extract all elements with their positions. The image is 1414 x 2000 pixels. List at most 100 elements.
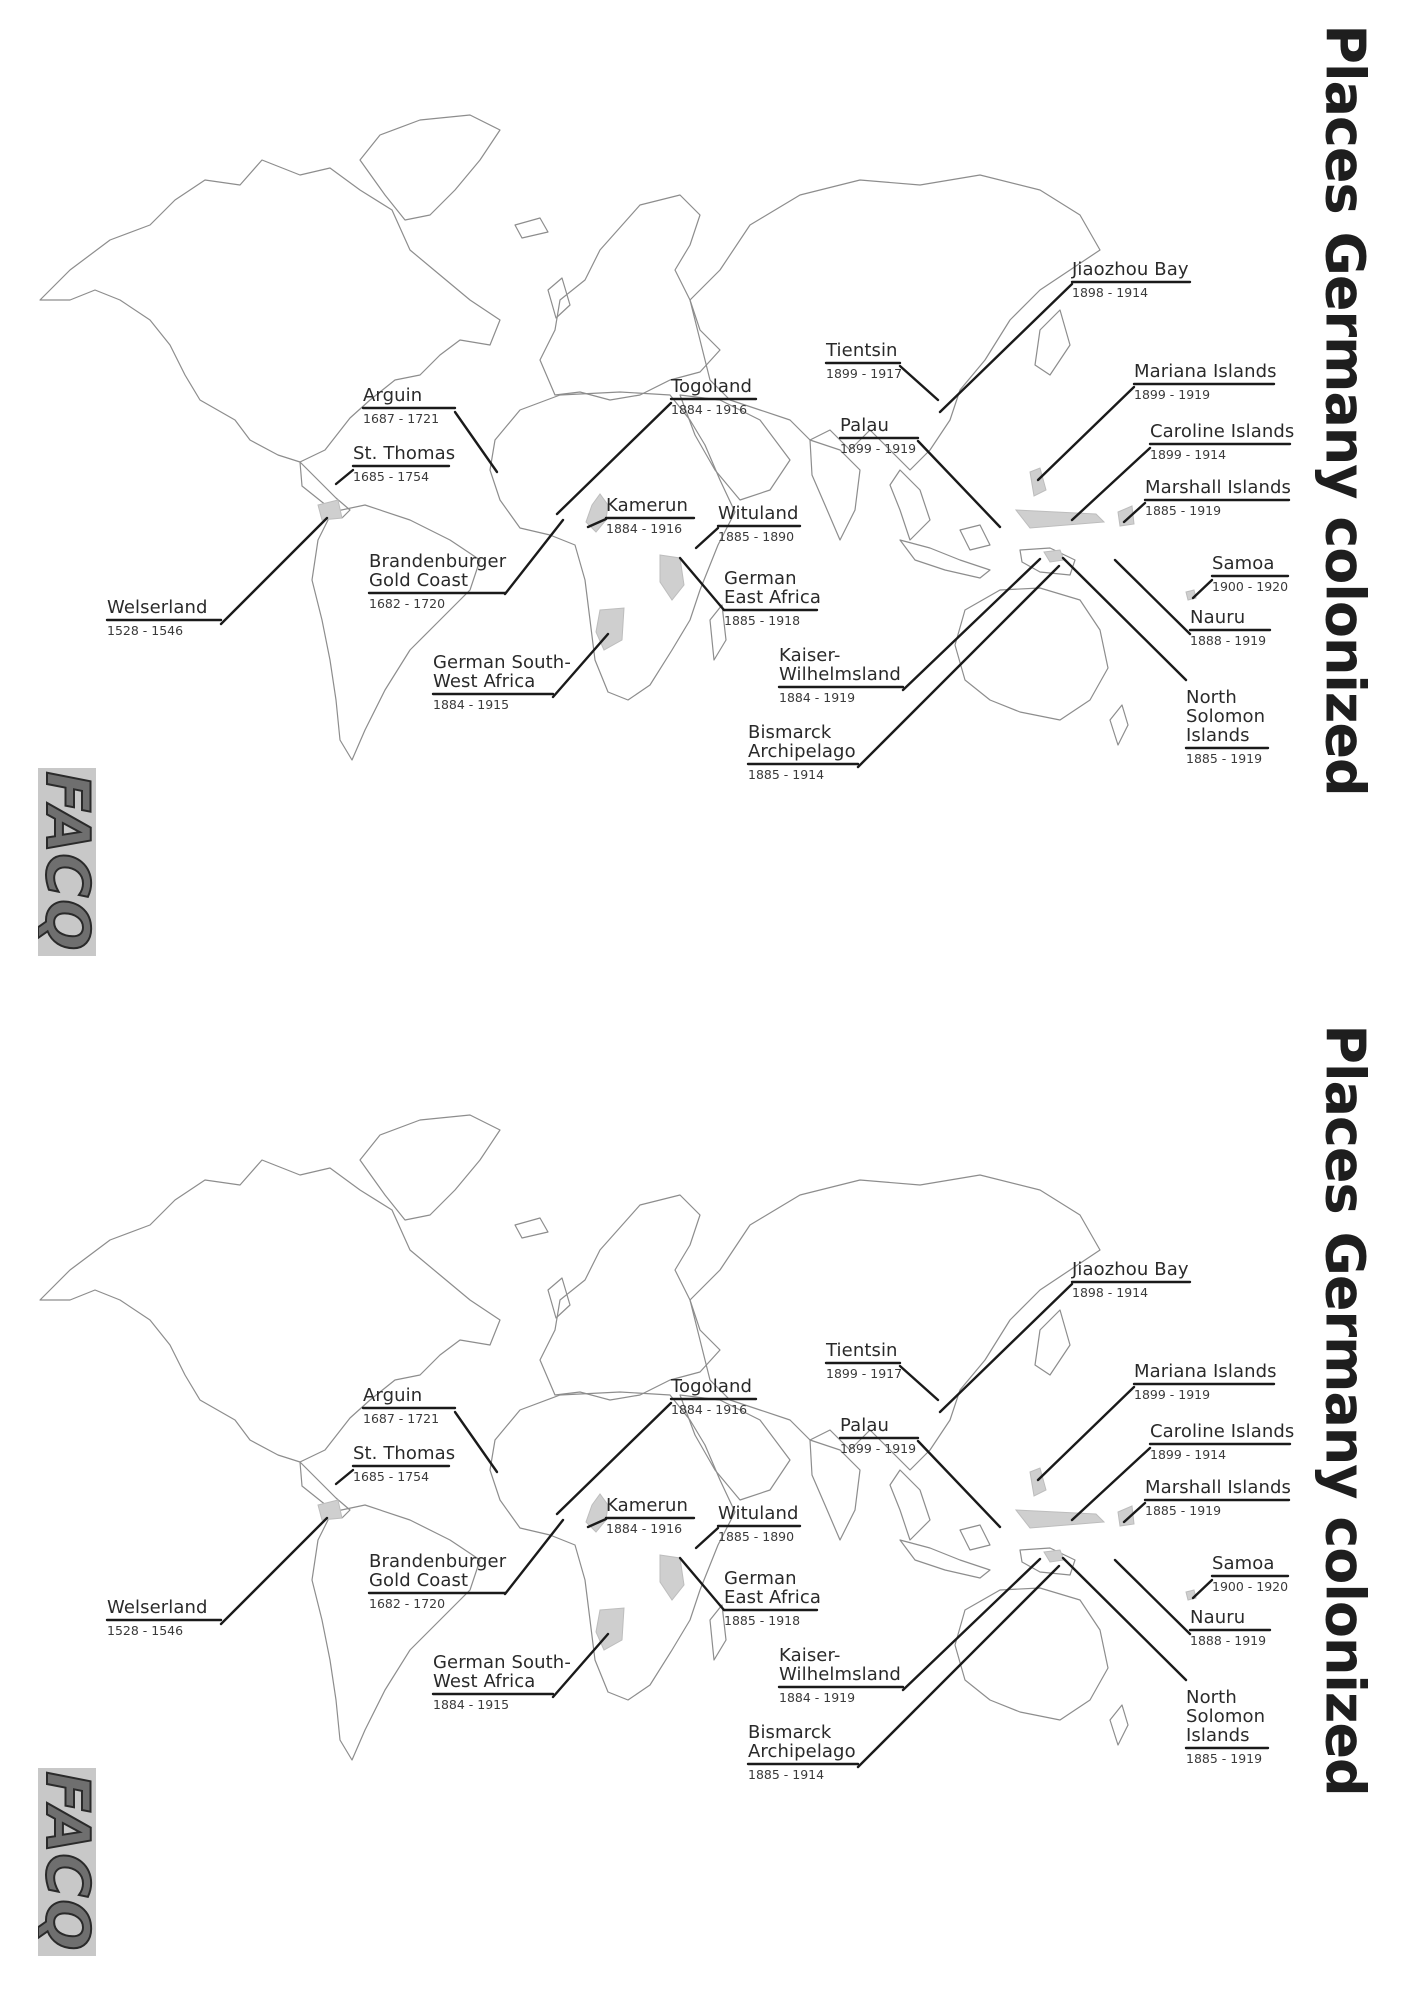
coastline (889, 469, 931, 541)
colony-area (317, 499, 343, 521)
colony-dates: 1888 - 1919 (1190, 633, 1267, 648)
coastline (311, 504, 481, 761)
colony-label-caroline: Caroline Islands 1899 - 1914 (1150, 1422, 1294, 1462)
colony-area (1043, 549, 1065, 563)
leader-line-brandenburger (503, 518, 565, 596)
colony-dates: 1885 - 1890 (718, 529, 795, 544)
colony-dates: 1899 - 1914 (1150, 1447, 1227, 1462)
colony-name: Tientsin (826, 1340, 898, 1361)
colony-area (1043, 1549, 1065, 1563)
colony-label-german-east-africa: German East Africa 1885 - 1918 (724, 569, 821, 628)
colony-dates: 1900 - 1920 (1212, 1579, 1289, 1594)
leader-line-brandenburger (503, 1518, 565, 1596)
leader-line-kamerun (586, 1517, 608, 1529)
colony-label-german-sw-africa: German South- West Africa 1884 - 1915 (433, 1653, 571, 1712)
colony-label-kaiser: Kaiser- Wilhelmsland 1884 - 1919 (779, 1646, 901, 1705)
coastline (954, 1587, 1109, 1721)
colony-area (1029, 1467, 1047, 1497)
colony-dates: 1888 - 1919 (1190, 1633, 1267, 1648)
colony-label-tientsin: Tientsin 1899 - 1917 (826, 341, 902, 381)
colony-area (1117, 1505, 1135, 1527)
coastline (1019, 547, 1076, 576)
colony-dates: 1884 - 1915 (433, 697, 510, 712)
leader-line-togoland (555, 1401, 673, 1516)
leader-line-north-solomon (1061, 556, 1188, 682)
coastline (689, 174, 1101, 471)
colony-label-st-thomas: St. Thomas 1685 - 1754 (353, 1444, 455, 1484)
leader-line-mariana (1036, 1385, 1136, 1482)
colony-name: Nauru (1190, 607, 1246, 628)
colony-area (1117, 505, 1135, 527)
page-title: Places Germany colonized (1300, 1024, 1390, 1795)
colony-label-welserland: Welserland 1528 - 1546 (107, 1598, 208, 1638)
logo-text: FACQ (38, 1771, 96, 1954)
leader-line-german-east-africa (678, 556, 726, 612)
coastline (809, 439, 861, 541)
coastline (1109, 704, 1129, 746)
coastline (539, 194, 721, 401)
colony-name: Caroline Islands (1150, 1421, 1295, 1442)
leader-line-welserland (219, 516, 329, 626)
coastline (539, 1194, 721, 1401)
colony-name: Kamerun (606, 1495, 689, 1516)
colony-label-togoland: Togoland 1884 - 1916 (671, 1377, 752, 1417)
colony-name: St. Thomas (353, 443, 456, 464)
leader-line-marshall (1122, 501, 1147, 524)
coastline (311, 1504, 481, 1761)
facq-logo: FACQ (38, 768, 96, 956)
leader-line-wituland (694, 526, 720, 550)
colony-label-wituland: Wituland 1885 - 1890 (718, 504, 799, 544)
leader-line-tientsin (898, 364, 940, 402)
leader-line-palau (916, 1439, 1002, 1529)
colony-label-bismarck: Bismarck Archipelago 1885 - 1914 (748, 1723, 856, 1782)
colony-name: Palau (840, 415, 890, 436)
title-text: Places Germany colonized (1313, 24, 1377, 796)
colony-label-mariana: Mariana Islands 1899 - 1919 (1134, 362, 1277, 402)
colony-area (659, 1554, 685, 1601)
colony-label-north-solomon: North Solomon Islands 1885 - 1919 (1186, 688, 1265, 766)
title-text: Places Germany colonized (1313, 1024, 1377, 1796)
colony-name: Brandenburger Gold Coast (369, 1551, 507, 1591)
page-title: Places Germany colonized (1300, 24, 1390, 795)
colony-dates: 1898 - 1914 (1072, 1285, 1149, 1300)
colony-label-brandenburger: Brandenburger Gold Coast 1682 - 1720 (369, 1552, 506, 1611)
leader-line-palau (916, 439, 1002, 529)
coastline (39, 1159, 501, 1463)
colony-label-north-solomon: North Solomon Islands 1885 - 1919 (1186, 1688, 1265, 1766)
colony-label-samoa: Samoa 1900 - 1920 (1212, 1554, 1288, 1594)
leader-line-nauru (1113, 1558, 1192, 1636)
colony-label-marshall: Marshall Islands 1885 - 1919 (1145, 1478, 1291, 1518)
colony-dates: 1884 - 1919 (779, 1690, 856, 1705)
coastline (299, 461, 351, 519)
colony-name: German South- West Africa (433, 652, 571, 692)
colony-label-kaiser: Kaiser- Wilhelmsland 1884 - 1919 (779, 646, 901, 705)
map-panel-bottom: Arguin 1687 - 1721 St. Thomas 1685 - 1754 We… (0, 1000, 1414, 2000)
coastline (359, 114, 501, 221)
colony-area (1014, 509, 1106, 529)
colony-label-jiaozhou: Jiaozhou Bay 1898 - 1914 (1072, 1260, 1189, 1300)
colony-name: Marshall Islands (1145, 1477, 1292, 1498)
colony-name: Bismarck Archipelago (748, 722, 856, 762)
colony-name: Tientsin (826, 340, 898, 361)
colony-name: Wituland (718, 1503, 799, 1524)
colony-name: Arguin (363, 1385, 423, 1406)
colony-name: Caroline Islands (1150, 421, 1295, 442)
coastline (679, 1394, 791, 1501)
colony-name: Jiaozhou Bay (1072, 259, 1189, 280)
colony-name: Marshall Islands (1145, 477, 1292, 498)
coastline (359, 1114, 501, 1221)
colony-name: German East Africa (724, 1568, 821, 1608)
coastline (899, 1524, 991, 1579)
colony-dates: 1884 - 1916 (671, 402, 748, 417)
coastline (1019, 1547, 1076, 1576)
colony-area (317, 1499, 343, 1521)
colony-area (1014, 1509, 1106, 1529)
colony-label-caroline: Caroline Islands 1899 - 1914 (1150, 422, 1294, 462)
colony-dates: 1682 - 1720 (369, 1596, 446, 1611)
colony-name: Jiaozhou Bay (1072, 1259, 1189, 1280)
leader-line-st-thomas (334, 468, 355, 486)
coastline (709, 1604, 727, 1661)
leader-line-bismarck (856, 564, 1061, 769)
colony-dates: 1685 - 1754 (353, 469, 430, 484)
leader-line-caroline (1070, 1446, 1152, 1522)
